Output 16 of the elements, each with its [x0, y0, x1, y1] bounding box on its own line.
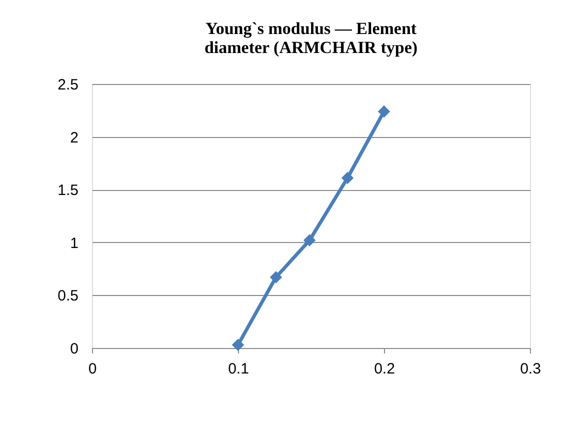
chart-title: Young`s modulus — Element diameter (ARMCHAIR type)	[204, 19, 418, 57]
y-tick-label: 1.5	[58, 182, 78, 200]
y-tick-label: 1	[70, 234, 78, 252]
point	[232, 338, 244, 351]
y-tick-label: 2	[70, 129, 78, 146]
x-tick-label: 0.2	[374, 360, 395, 378]
y-tick-label: 2.5	[58, 76, 78, 94]
point	[303, 234, 316, 246]
y-tick-label: 0	[70, 340, 78, 358]
x-tick-label: 0	[88, 360, 97, 378]
point	[341, 172, 354, 184]
y-tick-label: 0.5	[58, 288, 78, 305]
x-tick-label: 0.3	[520, 360, 541, 378]
point	[270, 271, 282, 284]
point	[378, 105, 390, 118]
x-tick-label: 0.1	[228, 360, 249, 378]
